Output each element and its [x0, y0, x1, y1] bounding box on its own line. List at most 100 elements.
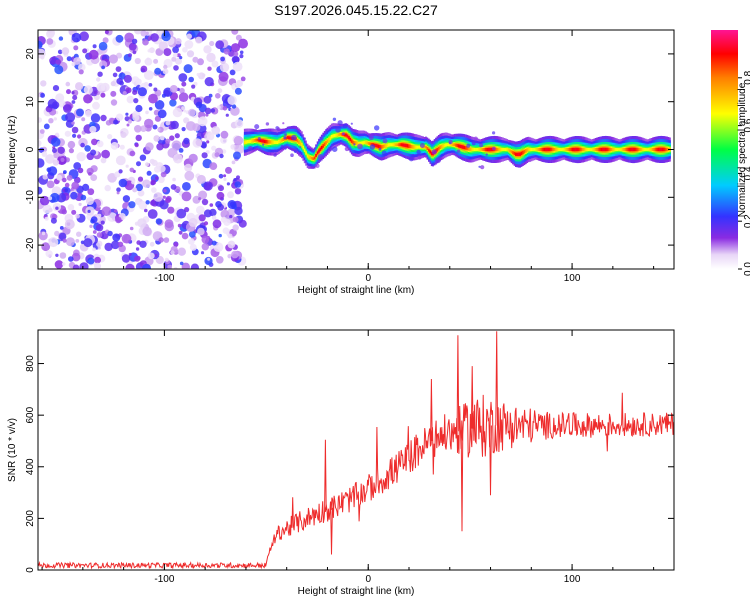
- signal-track-cell: [573, 147, 576, 152]
- signal-track-cell: [602, 147, 604, 152]
- signal-track-cell: [646, 148, 648, 151]
- signal-track-cell: [650, 148, 653, 151]
- noise-blob: [136, 161, 141, 167]
- noise-blob: [216, 255, 224, 264]
- noise-blob: [223, 48, 230, 55]
- chart-title: S197.2026.045.15.22.C27: [274, 2, 438, 18]
- noise-blob: [49, 192, 60, 203]
- noise-blob: [178, 73, 188, 82]
- noise-blob: [145, 200, 150, 205]
- signal-track-cell: [258, 138, 260, 142]
- noise-blob: [110, 90, 117, 97]
- noise-blob: [79, 31, 89, 42]
- noise-blob: [123, 74, 132, 83]
- signal-side-blob: [416, 149, 421, 155]
- noise-blob: [48, 196, 53, 201]
- noise-blob: [45, 154, 55, 164]
- signal-track-cell: [399, 143, 402, 147]
- noise-blob: [143, 81, 149, 87]
- signal-side-blob: [357, 143, 363, 150]
- signal-track-cell: [339, 132, 342, 136]
- noise-blob: [116, 77, 123, 85]
- signal-side-blob: [283, 147, 287, 150]
- noise-blob: [135, 78, 142, 85]
- noise-blob: [201, 243, 209, 251]
- noise-blob: [143, 70, 154, 80]
- noise-blob: [125, 112, 129, 116]
- signal-track-cell: [569, 147, 571, 152]
- noise-blob: [230, 106, 240, 116]
- signal-track-cell: [349, 137, 352, 142]
- noise-blob: [48, 207, 53, 213]
- noise-blob: [225, 166, 232, 174]
- signal-track-cell: [366, 141, 369, 145]
- signal-track-cell: [296, 138, 299, 143]
- noise-blob: [104, 30, 109, 35]
- noise-blob: [96, 77, 101, 82]
- noise-blob: [78, 63, 86, 71]
- noise-blob: [139, 240, 147, 248]
- noise-blob: [71, 121, 75, 125]
- noise-blob: [218, 233, 222, 238]
- noise-blob: [92, 230, 97, 234]
- noise-blob: [82, 183, 90, 191]
- signal-track-cell: [388, 143, 390, 147]
- noise-blob: [188, 76, 194, 83]
- signal-track-cell: [436, 148, 439, 152]
- signal-track-cell: [552, 147, 554, 152]
- snr-y-tick-label: 200: [25, 510, 36, 527]
- noise-blob: [147, 49, 151, 53]
- signal-track-cell: [325, 141, 327, 145]
- noise-blob: [67, 204, 75, 211]
- signal-track-cell: [316, 151, 319, 155]
- noise-blob: [115, 34, 124, 43]
- noise-blob: [134, 255, 141, 262]
- spectrogram-x-tick-label: -100: [154, 273, 174, 284]
- signal-track-cell: [456, 143, 459, 147]
- noise-blob: [173, 153, 183, 164]
- noise-blob: [134, 125, 142, 133]
- signal-track-cell: [642, 148, 644, 152]
- signal-track-cell: [505, 148, 507, 151]
- signal-track-cell: [352, 140, 354, 145]
- signal-track-cell: [338, 133, 340, 137]
- noise-blob: [56, 174, 63, 181]
- noise-blob: [38, 40, 43, 49]
- signal-track-cell: [440, 144, 443, 149]
- noise-blob: [195, 36, 203, 44]
- signal-track-cell: [619, 148, 621, 151]
- signal-track-cell: [318, 149, 320, 153]
- noise-blob: [125, 263, 135, 269]
- noise-blob: [170, 120, 179, 130]
- noise-blob: [181, 127, 186, 132]
- signal-track-cell: [520, 151, 523, 156]
- snr-x-tick-label: 0: [365, 574, 371, 585]
- colorbar-tick-label: 0.2: [743, 214, 750, 228]
- signal-track-cell: [627, 147, 630, 152]
- signal-track-cell: [345, 133, 347, 137]
- noise-blob: [131, 180, 136, 185]
- noise-blob: [40, 92, 45, 98]
- noise-blob: [226, 182, 230, 186]
- signal-track-cell: [463, 145, 466, 150]
- signal-track-cell: [475, 148, 477, 152]
- noise-blob: [128, 53, 132, 58]
- signal-track-cell: [637, 147, 640, 152]
- noise-blob: [133, 98, 139, 104]
- noise-blob: [92, 44, 97, 49]
- signal-track-cell: [332, 134, 335, 138]
- noise-blob: [231, 160, 236, 165]
- signal-track-cell: [590, 148, 593, 151]
- noise-blob: [227, 200, 237, 209]
- noise-blob: [159, 135, 165, 141]
- noise-blob: [47, 98, 58, 109]
- noise-blob: [188, 153, 198, 163]
- signal-track-cell: [496, 147, 499, 152]
- noise-blob: [72, 264, 80, 269]
- noise-blob: [51, 137, 61, 147]
- noise-blob: [193, 81, 198, 86]
- signal-track-cell: [246, 140, 249, 144]
- noise-blob: [197, 58, 204, 66]
- signal-track-cell: [340, 133, 343, 136]
